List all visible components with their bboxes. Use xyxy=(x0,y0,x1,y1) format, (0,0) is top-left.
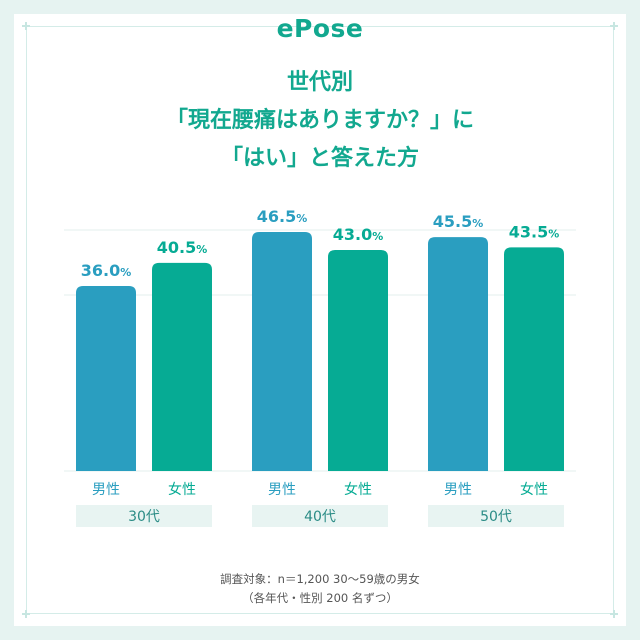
corner-plus-icon xyxy=(22,22,30,30)
bar xyxy=(252,231,312,471)
corner-plus-icon xyxy=(610,610,618,618)
chart-title: 世代別 「現在腰痛はありますか？」に 「はい」と答えた方 xyxy=(0,64,640,178)
category-label: 男性 xyxy=(268,482,296,498)
group-label-band xyxy=(428,505,564,527)
category-label: 女性 xyxy=(344,481,372,498)
group-label: 40代 xyxy=(304,509,336,525)
bar xyxy=(76,285,136,471)
bar xyxy=(504,247,564,471)
group-label: 50代 xyxy=(480,509,512,525)
footnote-line: （各年代・性別 200 名ずつ） xyxy=(242,591,398,605)
group-label: 30代 xyxy=(128,509,160,525)
group-label-band xyxy=(76,505,212,527)
corner-plus-icon xyxy=(610,22,618,30)
category-label: 女性 xyxy=(168,481,196,498)
bar-value-label: 36.0% xyxy=(81,261,132,280)
bar xyxy=(428,237,488,471)
brand-logo: ePose xyxy=(276,14,364,43)
bar xyxy=(328,249,388,471)
footnote-line: 調査対象：n＝1,200 30〜59歳の男女 xyxy=(220,572,420,586)
bar-value-label: 46.5% xyxy=(257,207,308,226)
category-label: 女性 xyxy=(520,481,548,498)
group-label-band xyxy=(252,505,388,527)
bar-value-label: 43.5% xyxy=(509,222,560,241)
frame-line-right xyxy=(613,30,614,610)
title-line: 世代別 xyxy=(286,70,353,95)
survey-footnote: 調査対象：n＝1,200 30〜59歳の男女 （各年代・性別 200 名ずつ） xyxy=(0,570,640,608)
bar-value-label: 40.5% xyxy=(157,238,208,257)
title-line: 「はい」と答えた方 xyxy=(220,146,419,171)
frame-line-top xyxy=(30,26,610,27)
title-line: 「現在腰痛はありますか？」に xyxy=(165,108,474,133)
bar-value-label: 45.5% xyxy=(433,212,484,231)
frame-line-left xyxy=(26,30,27,610)
bar xyxy=(152,262,212,471)
category-label: 男性 xyxy=(92,482,120,498)
bar-value-label: 43.0% xyxy=(333,225,384,244)
corner-plus-icon xyxy=(22,610,30,618)
frame-line-bottom xyxy=(30,613,610,614)
category-label: 男性 xyxy=(444,482,472,498)
